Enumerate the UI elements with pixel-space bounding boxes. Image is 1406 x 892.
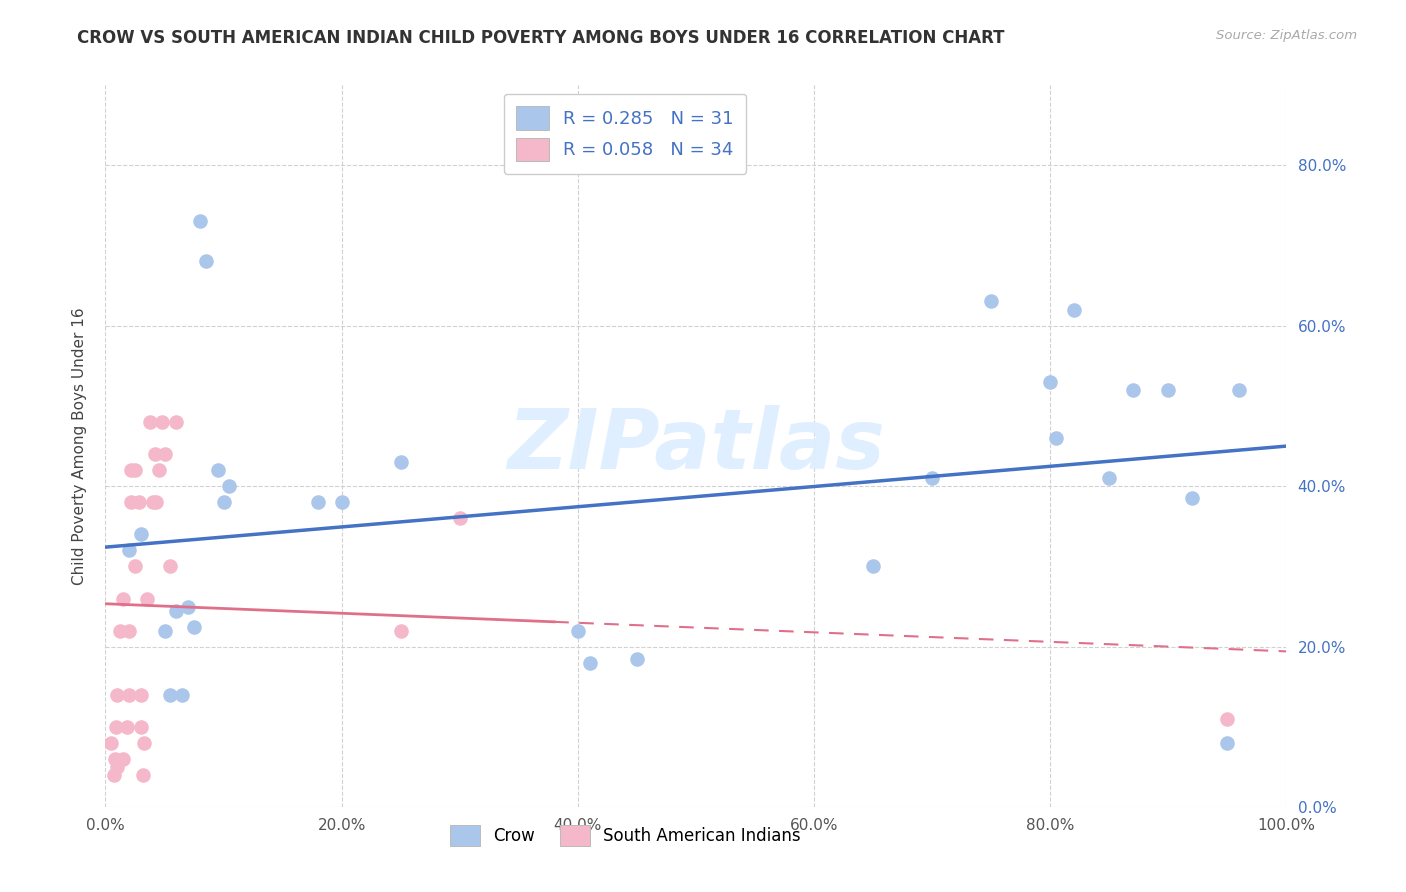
Point — [112, 752, 135, 766]
Point — [159, 559, 181, 574]
Point — [1063, 302, 1085, 317]
Point — [207, 463, 229, 477]
Point — [626, 651, 648, 665]
Point — [1216, 712, 1239, 726]
Point — [135, 591, 157, 606]
Point — [1216, 736, 1239, 750]
Point — [1039, 375, 1062, 389]
Point — [194, 254, 217, 268]
Text: ZIPatlas: ZIPatlas — [508, 406, 884, 486]
Point — [142, 495, 165, 509]
Point — [132, 768, 155, 782]
Point — [108, 624, 131, 638]
Point — [307, 495, 329, 509]
Point — [118, 543, 141, 558]
Point — [115, 720, 138, 734]
Point — [153, 624, 176, 638]
Point — [105, 720, 128, 734]
Point — [139, 415, 162, 429]
Point — [124, 463, 146, 477]
Point — [1227, 383, 1250, 397]
Point — [165, 603, 187, 617]
Y-axis label: Child Poverty Among Boys Under 16: Child Poverty Among Boys Under 16 — [72, 307, 87, 585]
Point — [1157, 383, 1180, 397]
Point — [120, 495, 142, 509]
Point — [112, 591, 135, 606]
Point — [118, 688, 141, 702]
Point — [124, 559, 146, 574]
Point — [103, 768, 125, 782]
Point — [150, 415, 173, 429]
Point — [578, 656, 600, 670]
Point — [129, 688, 152, 702]
Point — [980, 294, 1002, 309]
Point — [120, 463, 142, 477]
Point — [177, 599, 200, 614]
Point — [218, 479, 240, 493]
Point — [1181, 491, 1204, 505]
Point — [105, 760, 128, 774]
Point — [1045, 431, 1067, 445]
Point — [389, 455, 412, 469]
Point — [212, 495, 235, 509]
Point — [143, 447, 166, 461]
Text: Source: ZipAtlas.com: Source: ZipAtlas.com — [1216, 29, 1357, 42]
Legend: Crow, South American Indians: Crow, South American Indians — [443, 818, 807, 853]
Point — [172, 688, 194, 702]
Point — [862, 559, 884, 574]
Point — [449, 511, 471, 525]
Point — [188, 214, 211, 228]
Point — [129, 527, 152, 541]
Point — [153, 447, 176, 461]
Point — [129, 720, 152, 734]
Point — [104, 752, 127, 766]
Point — [134, 736, 156, 750]
Point — [1098, 471, 1121, 485]
Point — [118, 624, 141, 638]
Point — [183, 619, 205, 633]
Text: CROW VS SOUTH AMERICAN INDIAN CHILD POVERTY AMONG BOYS UNDER 16 CORRELATION CHAR: CROW VS SOUTH AMERICAN INDIAN CHILD POVE… — [77, 29, 1005, 46]
Point — [100, 736, 122, 750]
Point — [128, 495, 150, 509]
Point — [389, 624, 412, 638]
Point — [148, 463, 170, 477]
Point — [159, 688, 181, 702]
Point — [145, 495, 167, 509]
Point — [1122, 383, 1144, 397]
Point — [105, 688, 128, 702]
Point — [330, 495, 353, 509]
Point — [165, 415, 187, 429]
Point — [567, 624, 589, 638]
Point — [921, 471, 943, 485]
